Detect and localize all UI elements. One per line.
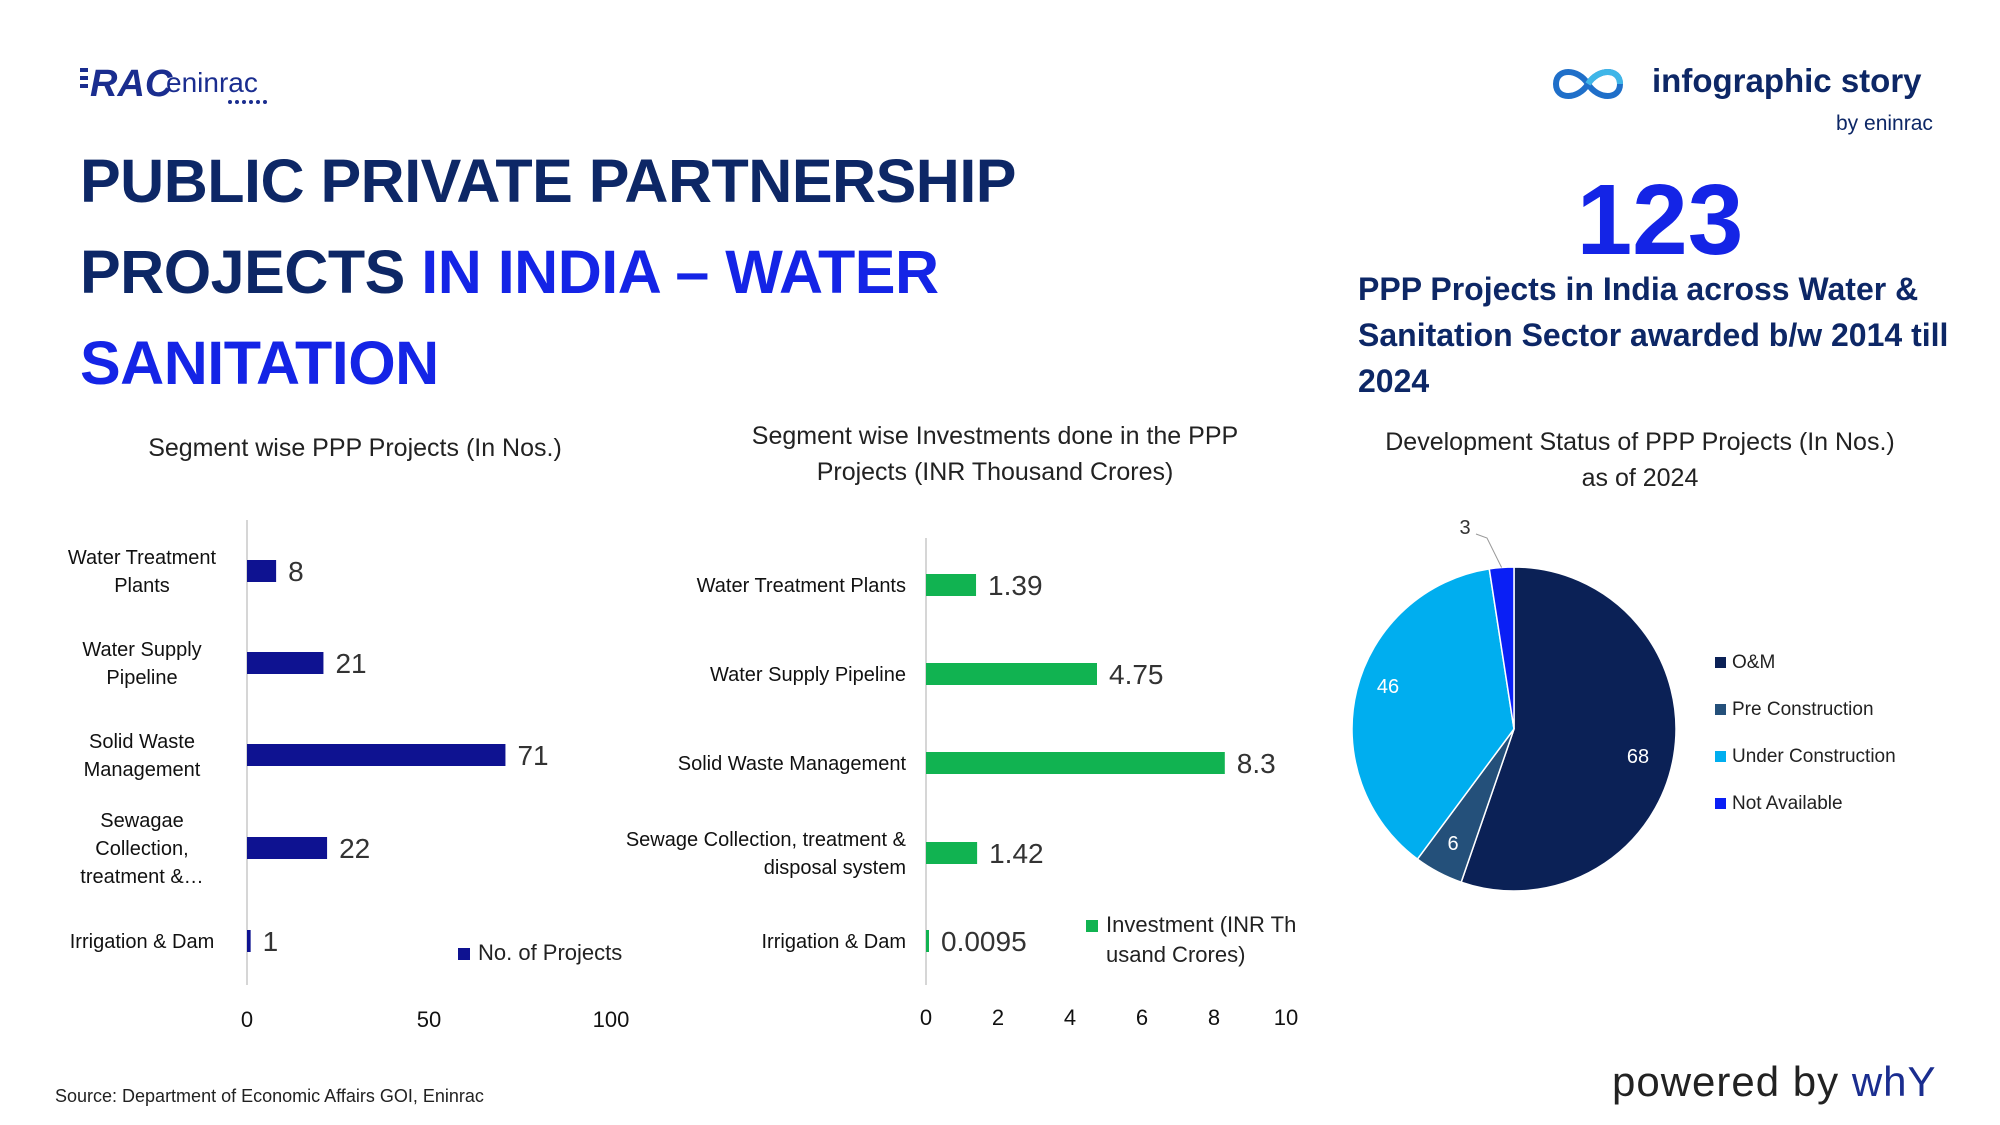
chart-2-bar <box>926 574 977 596</box>
chart-1-bar <box>247 744 506 766</box>
chart-3-title: Development Status of PPP Projects (In N… <box>1385 428 1895 492</box>
pie-slice-4 <box>1488 566 1515 730</box>
chart-2-category-label: Sewage Collection, treatment & disposal s… <box>626 829 907 879</box>
chart-2-legend-label: Investment (INR Th usand Crores) <box>1106 912 1296 967</box>
chart-1-data-label: 1 <box>263 926 279 957</box>
page-title: PUBLIC PRIVATE PARTNERSHIP PROJECTS IN I… <box>80 136 1080 409</box>
chart-1-category-label: Water Treatment Plants <box>68 547 217 597</box>
chart-1-data-label: 21 <box>335 648 366 679</box>
pie-legend-swatch <box>1715 751 1726 762</box>
chart-1-data-label: 22 <box>339 833 370 864</box>
chart-2-tick-label: 10 <box>1274 1005 1298 1030</box>
chart-1-bar <box>247 930 251 952</box>
pie-data-label: 3 <box>1459 517 1470 539</box>
title-line-1: PUBLIC PRIVATE PARTNERSHIP <box>80 147 1016 215</box>
infinity-icon <box>1548 62 1628 111</box>
chart-2-tick-label: 4 <box>1064 1005 1076 1030</box>
chart-2-tick-label: 8 <box>1208 1005 1220 1030</box>
chart-2-bar <box>926 842 978 864</box>
title-line-2-highlight: IN INDIA – WATER <box>421 238 939 306</box>
chart-1-tick-label: 50 <box>417 1007 441 1032</box>
source-note: Source: Department of Economic Affairs G… <box>55 1086 484 1106</box>
chart-2-bar <box>926 752 1225 774</box>
chart-1-legend-label: No. of Projects <box>478 940 622 965</box>
chart-2-data-label: 4.75 <box>1109 659 1164 690</box>
title-line-3: SANITATION <box>80 329 439 397</box>
svg-text:eninrac: eninrac <box>166 67 258 98</box>
chart-1-data-label: 71 <box>517 740 548 771</box>
chart-2-data-label: 1.42 <box>989 838 1044 869</box>
chart-2-category-label: Water Supply Pipeline <box>710 664 906 686</box>
chart-2-tick-label: 2 <box>992 1005 1004 1030</box>
chart-2-tick-label: 0 <box>920 1005 932 1030</box>
chart-1-category-label: Water Supply Pipeline <box>82 639 201 689</box>
chart-2-legend-swatch <box>1086 920 1098 932</box>
chart-2-category-label: Water Treatment Plants <box>697 575 906 597</box>
powered-brand: whY <box>1851 1058 1937 1105</box>
brand-title: infographic story <box>1652 62 1922 99</box>
chart-1-category-label: Solid Waste Management <box>84 731 201 781</box>
pie-legend-swatch <box>1715 657 1726 668</box>
chart-1-category-label: Sewagae Collection, treatment &… <box>80 810 203 888</box>
chart-2-bar <box>926 930 929 952</box>
pie-legend-label: O&M <box>1732 652 1775 673</box>
chart-2-tick-label: 6 <box>1136 1005 1148 1030</box>
title-line-2-dark: PROJECTS <box>80 238 422 306</box>
pie-legend-label: Pre Construction <box>1732 699 1874 720</box>
chart-2-bar <box>926 663 1097 685</box>
pie-slice-3 <box>1351 568 1515 861</box>
chart-1-title: Segment wise PPP Projects (In Nos.) <box>148 434 562 462</box>
pie-legend-label: Not Available <box>1732 793 1843 814</box>
pie-leader-line <box>1475 533 1503 568</box>
powered-by: powered by whY <box>1612 1058 1937 1106</box>
chart-2-data-label: 8.3 <box>1237 748 1276 779</box>
stat-description: PPP Projects in India across Water & San… <box>1358 271 1949 399</box>
pie-data-label: 68 <box>1627 746 1649 768</box>
eninrac-logo: RAC eninrac <box>80 58 280 113</box>
chart-1-category-label: Irrigation & Dam <box>70 931 215 953</box>
svg-text:RAC: RAC <box>90 63 173 105</box>
chart-2-category-label: Solid Waste Management <box>678 753 907 775</box>
pie-data-label: 6 <box>1447 833 1458 855</box>
chart-1-data-label: 8 <box>288 556 304 587</box>
chart-1-bar <box>247 652 324 674</box>
stat-number: 123 <box>1576 164 1744 276</box>
chart-1-bar <box>247 560 277 582</box>
brand-subtitle: by eninrac <box>1836 112 1933 135</box>
pie-legend-swatch <box>1715 704 1726 715</box>
pie-legend-swatch <box>1715 798 1726 809</box>
chart-2-data-label: 1.39 <box>988 570 1043 601</box>
chart-2-title: Segment wise Investments done in the PPP… <box>751 422 1239 486</box>
chart-1-tick-label: 100 <box>593 1007 630 1032</box>
pie-legend-label: Under Construction <box>1732 746 1896 767</box>
chart-2-category-label: Irrigation & Dam <box>762 931 907 953</box>
chart-1-legend-swatch <box>458 948 470 960</box>
chart-1-tick-label: 0 <box>241 1007 253 1032</box>
pie-data-label: 46 <box>1377 676 1399 698</box>
powered-prefix: powered by <box>1612 1058 1852 1105</box>
chart-2-data-label: 0.0095 <box>941 926 1027 957</box>
pie-slice-1 <box>1460 566 1677 892</box>
chart-1-bar <box>247 837 328 859</box>
title-line-2: PROJECTS IN INDIA – WATER <box>80 227 1080 318</box>
